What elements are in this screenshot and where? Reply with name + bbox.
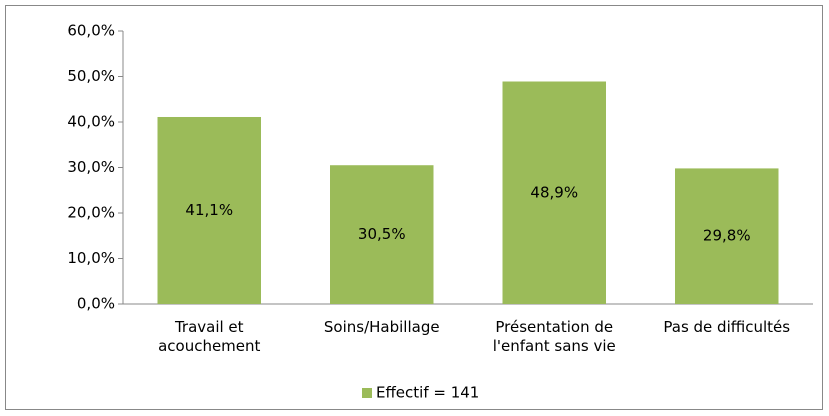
data-label: 41,1%: [185, 201, 233, 219]
x-tick-label: Soins/Habillage: [323, 318, 440, 336]
data-label: 48,9%: [530, 183, 578, 201]
y-tick-label: 60,0%: [67, 22, 115, 40]
data-label: 29,8%: [703, 227, 751, 245]
bar: [330, 165, 434, 304]
bar: [502, 81, 606, 304]
data-label: 30,5%: [358, 225, 406, 243]
y-tick-label: 0,0%: [77, 295, 115, 313]
bar: [157, 116, 261, 305]
x-tick-label: Présentation de l'enfant sans vie: [492, 318, 616, 355]
y-tick-label: 10,0%: [67, 249, 115, 267]
y-tick-label: 20,0%: [67, 204, 115, 222]
legend-swatch: [362, 388, 372, 398]
y-tick-label: 40,0%: [67, 113, 115, 131]
y-tick-label: 50,0%: [67, 67, 115, 85]
y-tick-label: 30,0%: [67, 158, 115, 176]
x-tick-label: Travail et acouchement: [158, 318, 261, 355]
legend-label: Effectif = 141: [376, 384, 479, 402]
x-tick-label: Pas de difficultés: [663, 318, 791, 336]
bar: [675, 168, 779, 304]
